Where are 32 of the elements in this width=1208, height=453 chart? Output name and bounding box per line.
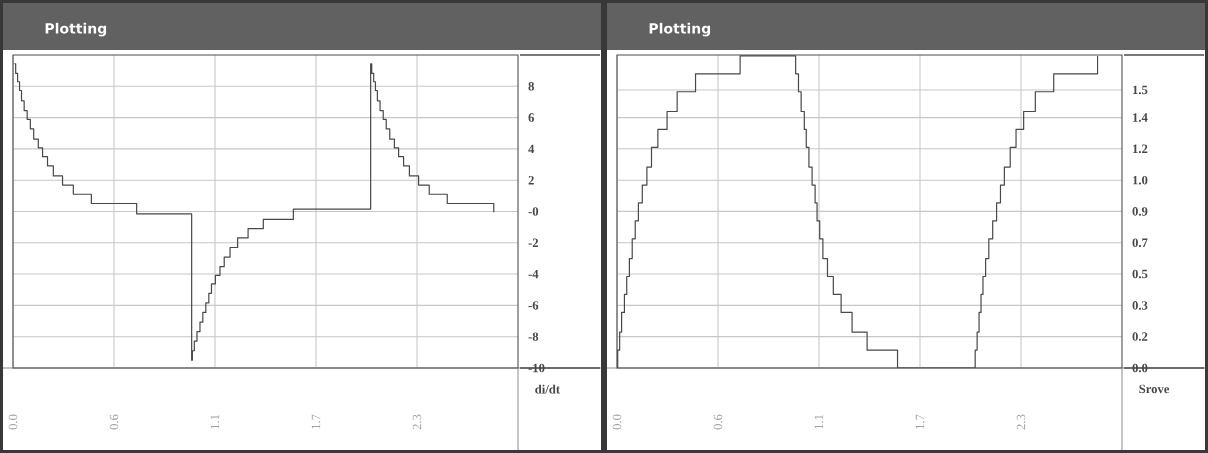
x-tick-label: 1.1 [210,414,220,429]
y-tick-label: 0.9 [1132,207,1148,216]
x-tick-label: 0.6 [109,414,119,430]
y-tick-label: 1.2 [1133,144,1148,154]
y-axis-title: Srove [1139,384,1170,394]
x-tick-label: 1.7 [311,414,321,429]
y-tick-label: 8 [528,82,534,91]
y-tick-label: 6 [528,113,535,122]
y-tick-label: 1.5 [1133,85,1148,95]
y-tick-label: 2 [528,176,534,185]
x-tick-label: 0.0 [8,414,18,430]
x-tick-label: 1.7 [915,414,925,429]
y-tick-label: 0.2 [1132,332,1148,341]
y-tick-label: 0.7 [1132,238,1148,248]
y-tick-label: -6 [528,301,539,310]
y-tick-label: 4 [528,144,535,154]
x-tick-label: 1.1 [814,414,824,429]
y-axis-title: di/dt [535,384,560,394]
y-tick-label: 1.4 [1133,113,1148,122]
x-tick-label: 2.3 [412,414,422,430]
y-tick-label: 0.5 [1132,269,1148,279]
x-tick-label: 2.3 [1016,414,1026,430]
chart-title: Plotting [45,22,107,37]
chart-title: Plotting [649,22,711,37]
y-tick-label: -4 [528,269,539,279]
x-tick-label: 0.0 [612,414,622,430]
y-tick-label: 0.3 [1132,301,1148,310]
y-tick-label: -8 [528,332,539,341]
y-tick-label: -2 [528,238,539,247]
y-tick-label: 1.0 [1133,175,1148,185]
x-tick-label: 0.6 [713,414,723,430]
y-tick-label: -0 [528,207,539,216]
